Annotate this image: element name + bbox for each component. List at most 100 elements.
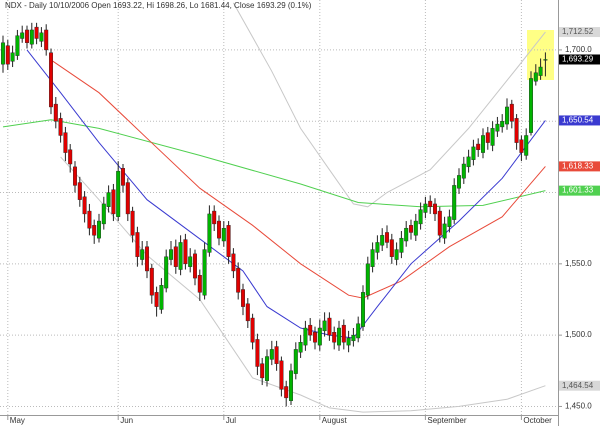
candle-body (231, 253, 236, 272)
axis-marker-label: 1,712.52 (562, 27, 594, 36)
candle-body (476, 143, 481, 150)
candle-body (284, 386, 289, 399)
candle-body (140, 249, 145, 260)
candle-body (529, 78, 534, 133)
axis-marker (559, 161, 600, 172)
candle-body (250, 317, 255, 343)
candle-body (245, 303, 250, 322)
candle-body (111, 189, 116, 215)
candle-body (485, 132, 490, 143)
candle-body (265, 356, 270, 381)
candle-body (226, 225, 231, 257)
candle-body (53, 103, 58, 122)
candle-body (154, 292, 159, 307)
candle-body (293, 349, 298, 374)
candle-body (365, 263, 370, 296)
candle-body (125, 182, 130, 215)
candle-body (87, 210, 92, 229)
candle-body (236, 267, 241, 293)
candle-body (25, 29, 30, 43)
candle-body (418, 209, 423, 225)
x-tick-label: October (523, 416, 552, 425)
axis-marker-label: 1,693.29 (562, 55, 594, 64)
indicator-line (232, 2, 546, 208)
candle-body (188, 256, 193, 267)
candle-body (413, 220, 418, 236)
candle-body (120, 168, 125, 186)
candle-body (423, 203, 428, 213)
candle-body (260, 363, 265, 379)
candle-body (495, 123, 500, 132)
candle-body (332, 332, 337, 343)
candle-body (202, 249, 207, 296)
candle-body (77, 182, 82, 200)
candle-body (533, 72, 538, 82)
candle-body (409, 225, 414, 233)
candle-body (337, 327, 342, 346)
candle-body (49, 52, 54, 108)
candle-body (399, 237, 404, 253)
candle-body (20, 32, 25, 39)
candle-body (5, 45, 10, 65)
candle-body (471, 146, 476, 160)
candle-body (543, 59, 548, 61)
candle-body (130, 210, 135, 236)
candle-body (505, 106, 510, 125)
candle-body (44, 29, 49, 51)
candle-body (274, 346, 279, 364)
candle-body (149, 267, 154, 296)
candle-body (351, 334, 356, 342)
candle-body (183, 239, 188, 265)
candle-body (168, 249, 173, 260)
indicator-line (2, 119, 546, 208)
y-tick-label: 1,450.0 (565, 402, 592, 411)
candle-body (370, 249, 375, 267)
x-tick-label: September (427, 416, 466, 425)
candle-body (490, 128, 495, 146)
axis-marker (559, 54, 600, 65)
candle-body (68, 149, 73, 165)
axis-marker-label: 1,650.54 (562, 116, 594, 125)
candle-body (509, 103, 514, 122)
candle-body (447, 216, 452, 227)
x-tick-label: Jul (226, 416, 236, 425)
x-tick-label: August (322, 416, 348, 425)
candle-body (322, 320, 327, 332)
candle-body (461, 163, 466, 179)
candle-body (428, 200, 433, 207)
candle-body (500, 121, 505, 128)
candle-body (192, 253, 197, 279)
candle-body (144, 246, 149, 272)
candle-body (279, 360, 284, 390)
candle-body (394, 249, 399, 260)
candle-body (375, 242, 380, 253)
axis-marker-label: 1,618.33 (562, 161, 594, 170)
candle-body (317, 327, 322, 346)
candle-body (327, 317, 332, 336)
candle-body (514, 118, 519, 143)
candle-body (135, 232, 140, 257)
chart-title: NDX - Daily 10/10/2006 Open 1693.22, Hi … (5, 1, 312, 10)
candle-body (221, 227, 226, 242)
axis-marker (559, 185, 600, 196)
candle-body (442, 223, 447, 239)
candle-body (519, 139, 524, 153)
indicator-line (50, 59, 546, 299)
y-tick-label: 1,550.0 (565, 259, 592, 268)
candle-body (164, 256, 169, 289)
y-tick-label: 1,500.0 (565, 330, 592, 339)
candle-body (34, 26, 39, 39)
candle-body (58, 118, 63, 136)
axis-marker-label: 1,601.33 (562, 186, 594, 195)
candle-body (173, 246, 178, 267)
candle-body (404, 227, 409, 242)
candle-body (457, 175, 462, 189)
candle-body (269, 349, 274, 360)
candle-body (106, 192, 111, 207)
axis-marker (559, 27, 600, 38)
candle-body (466, 156, 471, 168)
candle-body (116, 170, 121, 217)
axis-marker (559, 380, 600, 391)
